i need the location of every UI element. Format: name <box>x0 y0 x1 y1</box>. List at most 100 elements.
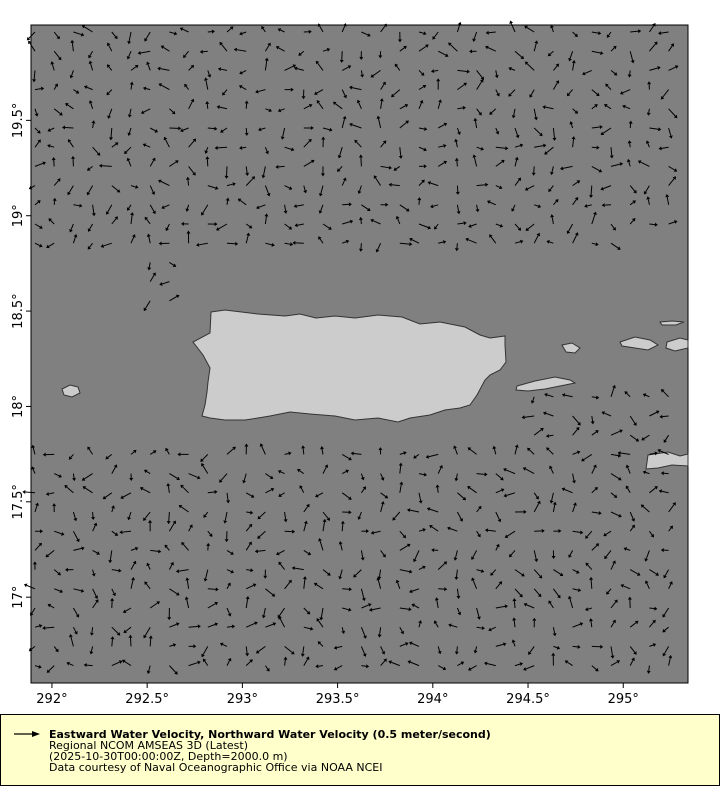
velocity-arrow <box>572 644 581 649</box>
velocity-arrow <box>303 503 310 513</box>
velocity-arrow <box>392 511 401 521</box>
velocity-arrow <box>370 69 381 78</box>
velocity-arrow <box>629 415 637 426</box>
velocity-arrow <box>658 489 669 494</box>
velocity-arrow <box>42 626 55 631</box>
velocity-arrow <box>495 89 500 97</box>
velocity-arrow <box>86 166 93 171</box>
velocity-arrow <box>188 98 195 110</box>
velocity-arrow <box>399 642 409 647</box>
velocity-arrow <box>649 606 658 611</box>
velocity-arrow <box>589 618 593 628</box>
velocity-arrow <box>278 616 286 628</box>
velocity-arrow <box>610 429 623 436</box>
velocity-arrow <box>239 69 247 75</box>
velocity-arrow <box>649 410 660 417</box>
velocity-arrow <box>111 505 115 513</box>
velocity-arrow <box>123 626 132 634</box>
velocity-arrow <box>34 86 45 91</box>
velocity-arrow <box>342 219 354 225</box>
velocity-arrow <box>492 445 497 455</box>
velocity-arrow <box>409 588 420 594</box>
velocity-arrow <box>659 414 669 419</box>
velocity-arrow <box>648 530 655 538</box>
velocity-arrow <box>226 446 236 455</box>
velocity-arrow <box>72 626 78 635</box>
velocity-arrow <box>572 473 576 484</box>
velocity-arrow <box>23 583 36 590</box>
velocity-arrow <box>476 505 482 513</box>
velocity-arrow <box>514 177 522 186</box>
velocity-arrow <box>88 100 94 109</box>
velocity-arrow <box>551 652 556 666</box>
velocity-arrow <box>32 561 37 570</box>
velocity-arrow <box>341 23 347 33</box>
velocity-arrow <box>48 218 55 225</box>
velocity-arrow <box>318 538 324 551</box>
velocity-arrow <box>255 645 266 654</box>
velocity-arrow <box>100 242 112 248</box>
velocity-arrow <box>512 617 517 628</box>
velocity-arrow <box>263 569 268 579</box>
x-tick-label: 293° <box>227 692 258 707</box>
velocity-arrow <box>303 125 314 130</box>
velocity-arrow <box>660 89 669 100</box>
velocity-arrow <box>591 165 603 173</box>
velocity-arrow <box>393 165 401 171</box>
velocity-arrow <box>552 627 557 637</box>
velocity-arrow <box>629 51 635 64</box>
velocity-arrow <box>399 481 404 493</box>
velocity-arrow <box>284 529 296 534</box>
velocity-arrow <box>447 526 458 532</box>
velocity-arrow <box>436 78 441 90</box>
velocity-arrow <box>489 108 497 115</box>
velocity-arrow <box>620 584 631 590</box>
velocity-arrow <box>514 239 524 244</box>
velocity-arrow <box>106 42 113 52</box>
velocity-arrow <box>641 434 650 441</box>
velocity-arrow <box>591 464 597 474</box>
velocity-arrow <box>322 223 332 230</box>
velocity-arrow <box>317 641 324 647</box>
velocity-arrow <box>54 588 64 594</box>
velocity-arrow <box>226 657 232 666</box>
velocity-arrow <box>87 223 94 232</box>
velocity-arrow <box>533 569 543 579</box>
velocity-arrow <box>380 81 386 90</box>
velocity-arrow <box>206 542 211 551</box>
velocity-arrow <box>357 185 362 195</box>
velocity-arrow <box>483 661 496 667</box>
velocity-arrow <box>514 588 523 598</box>
velocity-arrow <box>188 624 201 629</box>
velocity-arrow <box>284 146 295 152</box>
velocity-arrow <box>495 581 503 590</box>
velocity-arrow <box>610 492 618 498</box>
velocity-arrow <box>257 511 266 520</box>
velocity-arrow <box>610 223 616 231</box>
velocity-arrow <box>649 41 658 52</box>
velocity-arrow <box>127 127 132 136</box>
velocity-arrow <box>53 569 61 576</box>
velocity-arrow <box>169 31 178 36</box>
velocity-arrow <box>430 69 439 74</box>
velocity-arrow <box>642 470 650 475</box>
velocity-arrow <box>553 198 559 206</box>
velocity-arrow <box>407 660 420 667</box>
velocity-arrow <box>34 529 44 534</box>
velocity-arrow <box>237 198 247 206</box>
velocity-arrow <box>341 115 347 129</box>
velocity-arrow <box>149 127 159 133</box>
velocity-arrow <box>261 25 266 33</box>
velocity-arrow <box>179 27 189 33</box>
velocity-arrow <box>542 411 554 417</box>
velocity-arrow <box>625 464 631 474</box>
legend: Eastward Water Velocity, Northward Water… <box>0 714 720 786</box>
velocity-arrow <box>283 204 288 214</box>
velocity-arrow <box>149 204 156 215</box>
st-thomas <box>619 336 660 351</box>
velocity-arrow <box>207 70 212 78</box>
velocity-arrow <box>485 30 496 35</box>
velocity-arrow <box>495 185 503 190</box>
velocity-arrow <box>373 175 382 186</box>
x-tick-label: 294° <box>417 692 448 707</box>
